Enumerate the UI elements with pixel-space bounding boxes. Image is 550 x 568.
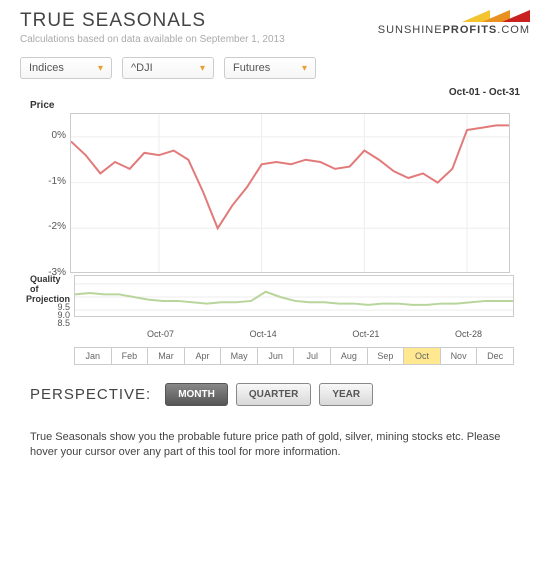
selector-row: Indices ▾ ^DJI ▾ Futures ▾ (20, 57, 530, 79)
month-oct[interactable]: Oct (404, 348, 441, 364)
logo-text-3: .COM (497, 24, 530, 36)
perspective-label: PERSPECTIVE: (30, 386, 151, 403)
selector-0[interactable]: Indices ▾ (20, 57, 112, 79)
chevron-down-icon: ▾ (200, 63, 205, 74)
month-aug[interactable]: Aug (331, 348, 368, 364)
logo-text-1: SUNSHINE (378, 24, 443, 36)
chevron-down-icon: ▾ (98, 63, 103, 74)
month-jul[interactable]: Jul (294, 348, 331, 364)
selector-1[interactable]: ^DJI ▾ (122, 57, 214, 79)
price-yaxis: 0%-1%-2%-3% (30, 113, 70, 273)
month-feb[interactable]: Feb (112, 348, 149, 364)
month-sep[interactable]: Sep (368, 348, 405, 364)
selector-label: Futures (233, 62, 270, 74)
selector-label: Indices (29, 62, 64, 74)
perspective-month-button[interactable]: MONTH (165, 383, 228, 406)
selector-2[interactable]: Futures ▾ (224, 57, 316, 79)
price-ylabel: Price (30, 100, 520, 111)
qop-yaxis: 9.59.08.5 (57, 303, 70, 327)
date-range: Oct-01 - Oct-31 (20, 87, 530, 98)
selector-label: ^DJI (131, 62, 153, 74)
month-dec[interactable]: Dec (477, 348, 513, 364)
description: True Seasonals show you the probable fut… (30, 430, 520, 461)
page-title: TRUE SEASONALS (20, 10, 378, 32)
logo-text-2: PROFITS (443, 24, 498, 36)
chevron-down-icon: ▾ (302, 63, 307, 74)
perspective-year-button[interactable]: YEAR (319, 383, 373, 406)
month-apr[interactable]: Apr (185, 348, 222, 364)
months-row: JanFebMarAprMayJunJulAugSepOctNovDec (74, 347, 514, 365)
xaxis: Oct-07Oct-14Oct-21Oct-28 (74, 329, 514, 341)
month-may[interactable]: May (221, 348, 258, 364)
month-mar[interactable]: Mar (148, 348, 185, 364)
brand-logo: SUNSHINEPROFITS.COM (378, 10, 530, 36)
month-jun[interactable]: Jun (258, 348, 295, 364)
page-subtitle: Calculations based on data available on … (20, 34, 378, 45)
month-nov[interactable]: Nov (441, 348, 478, 364)
price-chart[interactable] (70, 113, 510, 273)
perspective-quarter-button[interactable]: QUARTER (236, 383, 311, 406)
month-jan[interactable]: Jan (75, 348, 112, 364)
qop-chart[interactable] (74, 275, 514, 317)
logo-wedges-icon (462, 10, 530, 22)
